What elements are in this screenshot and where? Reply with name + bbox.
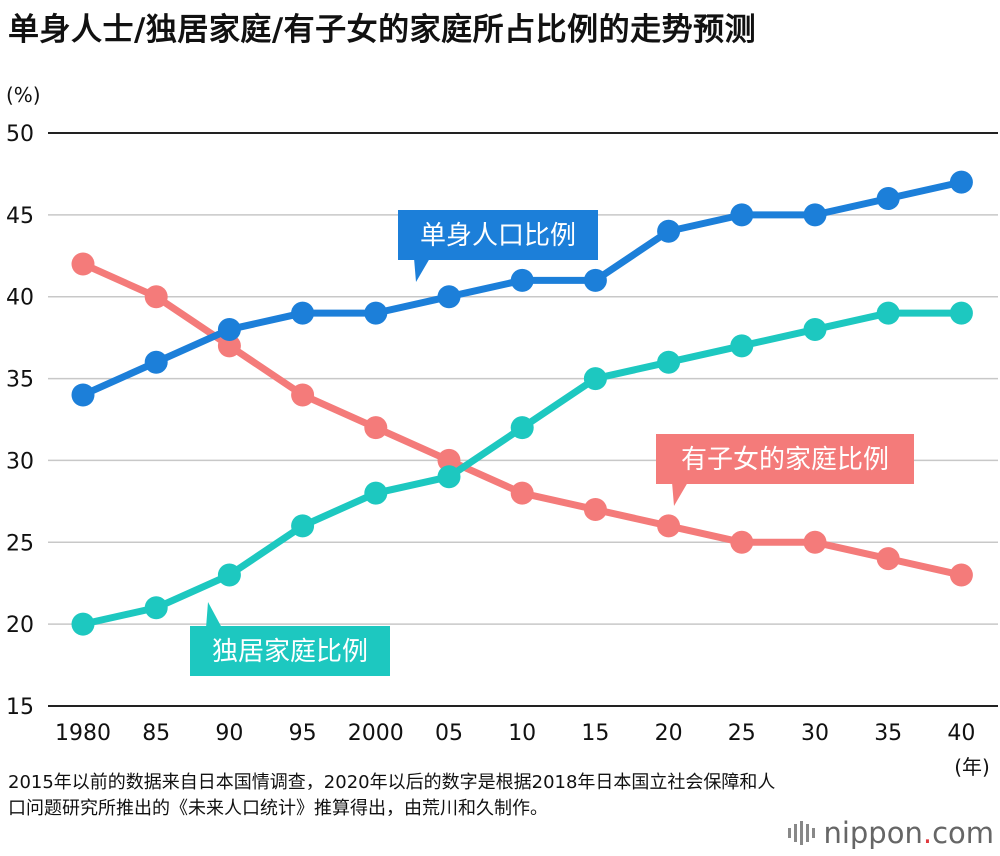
x-tick-label: 35 <box>874 721 902 746</box>
y-tick-label: 50 <box>6 122 34 147</box>
data-point <box>510 481 534 505</box>
chart-title: 单身人士/独居家庭/有子女的家庭所占比例的走势预测 <box>8 12 757 48</box>
data-point <box>730 334 754 358</box>
data-point <box>364 481 388 505</box>
data-point <box>730 530 754 554</box>
callout-box <box>656 434 914 484</box>
data-point <box>437 448 461 472</box>
data-point <box>437 465 461 489</box>
series-label: 单身人口比例 <box>420 221 576 251</box>
x-tick-label: 15 <box>581 721 609 746</box>
data-point <box>437 285 461 309</box>
data-point <box>657 350 681 374</box>
data-point <box>583 268 607 292</box>
y-tick-label: 25 <box>6 531 34 556</box>
data-point <box>657 219 681 243</box>
x-unit-label: (年) <box>954 755 990 779</box>
y-tick-label: 40 <box>6 286 34 311</box>
nippon-logo: nippon.com <box>788 816 994 850</box>
logo-bars-icon <box>788 821 816 845</box>
data-point <box>583 367 607 391</box>
logo-suffix: com <box>932 816 994 850</box>
y-unit-label: (%) <box>6 83 41 107</box>
data-point <box>803 317 827 341</box>
data-point <box>217 317 241 341</box>
x-tick-label: 1980 <box>55 721 111 746</box>
x-tick-label: 85 <box>142 721 170 746</box>
callout-tail <box>672 482 688 506</box>
data-point <box>217 334 241 358</box>
x-tick-label: 05 <box>435 721 463 746</box>
data-point <box>71 612 95 636</box>
data-point <box>291 514 315 538</box>
series-label: 独居家庭比例 <box>212 637 368 667</box>
x-tick-label: 40 <box>947 721 975 746</box>
line-chart: (%) 50 45 40 35 30 25 20 15 1980 85 90 95 2000 05 10 15 2… <box>6 83 998 779</box>
data-point <box>949 170 973 194</box>
data-point <box>291 383 315 407</box>
y-tick-label: 35 <box>6 368 34 393</box>
data-point <box>144 285 168 309</box>
logo-text: nippon <box>823 816 923 850</box>
data-point <box>71 383 95 407</box>
data-point <box>217 563 241 587</box>
data-point <box>876 547 900 571</box>
x-tick-label: 30 <box>801 721 829 746</box>
x-tick-label: 90 <box>215 721 243 746</box>
data-point <box>364 416 388 440</box>
x-tick-label: 20 <box>655 721 683 746</box>
data-point <box>510 268 534 292</box>
data-point <box>949 301 973 325</box>
data-point <box>803 530 827 554</box>
data-point <box>876 301 900 325</box>
data-point <box>510 416 534 440</box>
data-point <box>657 514 681 538</box>
data-point <box>291 301 315 325</box>
data-point <box>144 596 168 620</box>
data-point <box>583 498 607 522</box>
series-label: 有子女的家庭比例 <box>681 445 889 475</box>
data-point <box>730 203 754 227</box>
y-tick-label: 30 <box>6 449 34 474</box>
x-tick-label: 10 <box>508 721 536 746</box>
data-point <box>364 301 388 325</box>
source-note: 2015年以前的数据来自日本国情调查，2020年以后的数字是根据2018年日本国… <box>8 772 776 819</box>
y-tick-label: 45 <box>6 204 34 229</box>
y-tick-label: 15 <box>6 695 34 720</box>
y-tick-label: 20 <box>6 613 34 638</box>
data-point <box>876 186 900 210</box>
data-point <box>949 563 973 587</box>
data-point <box>803 203 827 227</box>
x-tick-label: 25 <box>728 721 756 746</box>
callout-tail <box>206 602 222 628</box>
data-point <box>144 350 168 374</box>
logo-dot: . <box>922 816 933 850</box>
callout-box <box>398 210 598 260</box>
callout-tail <box>414 258 430 282</box>
x-tick-label: 95 <box>289 721 317 746</box>
x-tick-label: 2000 <box>348 721 404 746</box>
data-point <box>71 252 95 276</box>
callout-box <box>190 626 390 676</box>
